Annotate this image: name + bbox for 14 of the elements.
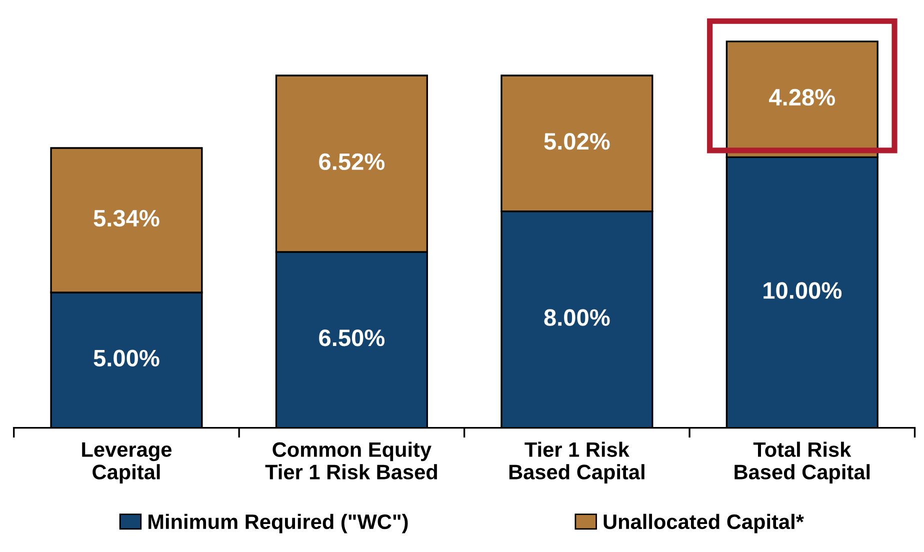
data-label: 5.02% — [544, 133, 610, 150]
x-tick-label: Tier 1 Risk Based Capital — [509, 442, 644, 484]
data-label: 6.52% — [319, 153, 385, 170]
data-label: 5.00% — [94, 350, 160, 366]
data-label: 6.50% — [319, 329, 385, 346]
legend-label: Minimum Required ("WC") — [148, 514, 408, 534]
legend-label: Unallocated Capital* — [604, 514, 804, 534]
data-label: 5.34% — [94, 210, 160, 227]
data-label: 10.00% — [764, 282, 842, 299]
data-label: 4.28% — [769, 88, 835, 106]
data-label: 8.00% — [544, 309, 610, 326]
x-tick-label: Leverage Capital — [82, 442, 172, 484]
x-tick-label: Total Risk Based Capital — [734, 442, 870, 484]
x-tick-label: Common Equity Tier 1 Risk Based — [265, 442, 437, 480]
